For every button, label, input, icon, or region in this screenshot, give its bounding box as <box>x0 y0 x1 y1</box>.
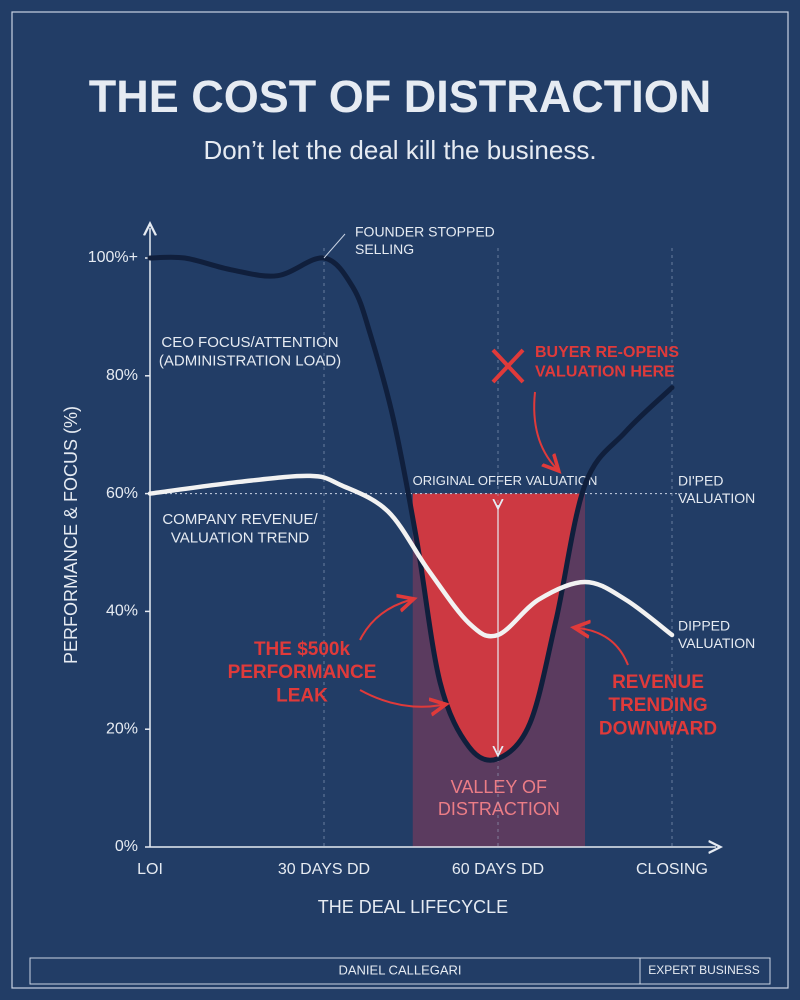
annotation: BUYER RE-OPENS <box>535 344 679 361</box>
y-tick-label: 40% <box>106 603 138 620</box>
annotation: VALUATION <box>678 635 755 651</box>
leader-line <box>323 233 346 259</box>
reference-label: ORIGINAL OFFER VALUATION <box>413 473 598 488</box>
x-tick-label: 30 DAYS DD <box>278 861 370 878</box>
y-tick-label: 60% <box>106 485 138 502</box>
x-tick-label: LOI <box>137 861 163 878</box>
line-series <box>147 473 675 639</box>
annotation: CEO FOCUS/ATTENTION <box>161 334 338 351</box>
annotation: VALUATION <box>678 490 755 506</box>
footer-brand: EXPERT BUSINESS <box>648 963 760 977</box>
annotation: DIPPED <box>678 618 730 634</box>
annotation: DOWNWARD <box>599 718 717 739</box>
x-mark <box>491 348 525 384</box>
annotation: PERFORMANCE <box>228 662 377 683</box>
annotation: VALUATION HERE <box>535 364 675 381</box>
y-tick-label: 0% <box>115 838 138 855</box>
y-axis-label: PERFORMANCE & FOCUS (%) <box>61 406 81 664</box>
y-tick-label: 100%+ <box>88 249 138 266</box>
annotation: THE $500k <box>254 639 351 660</box>
y-tick-label: 20% <box>106 720 138 737</box>
red-arrow <box>578 628 629 666</box>
annotation: SELLING <box>355 241 414 257</box>
footer-box <box>29 957 771 985</box>
annotation: TRENDING <box>608 695 707 716</box>
footer-author: DANIEL CALLEGARI <box>338 962 461 977</box>
annotation: DI'PED <box>678 473 723 489</box>
red-arrow <box>359 600 410 641</box>
red-arrow <box>359 689 442 707</box>
frame <box>11 11 789 989</box>
y-tick-label: 80% <box>106 367 138 384</box>
chart-subtitle: Don’t let the deal kill the business. <box>203 135 596 165</box>
annotation: LEAK <box>276 685 328 706</box>
annotation: REVENUE <box>612 672 704 693</box>
valley-label: VALLEY OF <box>451 777 547 797</box>
annotation: FOUNDER STOPPED <box>355 224 495 240</box>
annotation: (ADMINISTRATION LOAD) <box>159 352 341 369</box>
x-tick-label: CLOSING <box>636 861 708 878</box>
annotation: VALUATION TREND <box>171 529 310 546</box>
valley-label: DISTRACTION <box>438 799 560 819</box>
line-series <box>147 254 675 763</box>
annotation: COMPANY REVENUE/ <box>162 511 318 528</box>
x-axis-label: THE DEAL LIFECYCLE <box>318 897 508 917</box>
chart-title: THE COST OF DISTRACTION <box>89 71 712 122</box>
x-tick-label: 60 DAYS DD <box>452 861 544 878</box>
red-arrow <box>533 391 556 468</box>
